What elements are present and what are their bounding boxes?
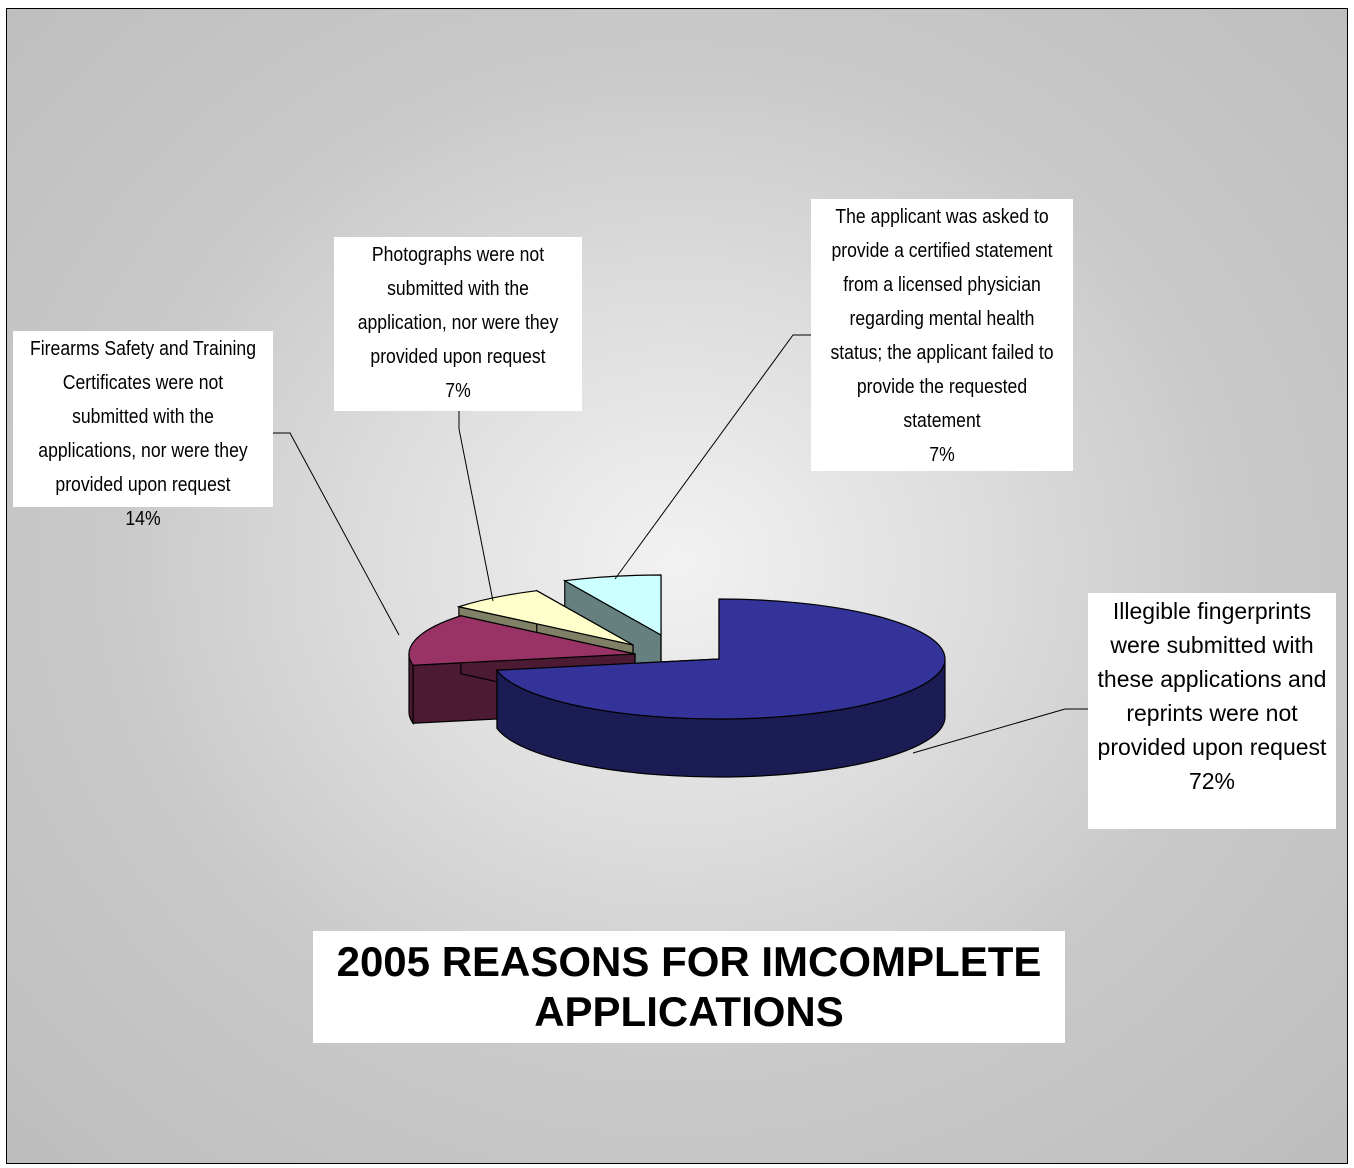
- slice-label-physician: The applicant was asked to provide a cer…: [811, 199, 1073, 471]
- pie-chart: [273, 334, 1088, 778]
- slice-label-fingerprints-text: Illegible fingerprints were submitted wi…: [1097, 598, 1327, 760]
- slice-label-fingerprints-value: 72%: [1188, 768, 1236, 794]
- leader-line-photographs: [458, 411, 494, 602]
- slice-label-firearms: Firearms Safety and Training Certificate…: [13, 331, 273, 530]
- slice-label-firearms-value: 14%: [125, 508, 161, 530]
- slice-label-physician-text: The applicant was asked to provide a cer…: [830, 206, 1054, 432]
- slice-label-firearms-text: Firearms Safety and Training Certificate…: [30, 338, 256, 496]
- slice-label-photographs-text: Photographs were not submitted with the …: [357, 244, 559, 368]
- leader-line-physician: [614, 334, 811, 580]
- chart-title: 2005 REASONS FOR IMCOMPLETE APPLICATIONS: [313, 931, 1065, 1043]
- slice-label-photographs-value: 7%: [445, 380, 471, 402]
- leader-line-fingerprints: [912, 708, 1088, 754]
- slice-label-photographs: Photographs were not submitted with the …: [334, 237, 582, 411]
- chart-area: Firearms Safety and Training Certificate…: [6, 8, 1348, 1164]
- leader-line-firearms: [273, 432, 400, 636]
- slice-label-fingerprints: Illegible fingerprints were submitted wi…: [1088, 593, 1336, 829]
- slice-label-physician-value: 7%: [929, 444, 955, 466]
- pie-slice-fingerprints: [495, 598, 946, 778]
